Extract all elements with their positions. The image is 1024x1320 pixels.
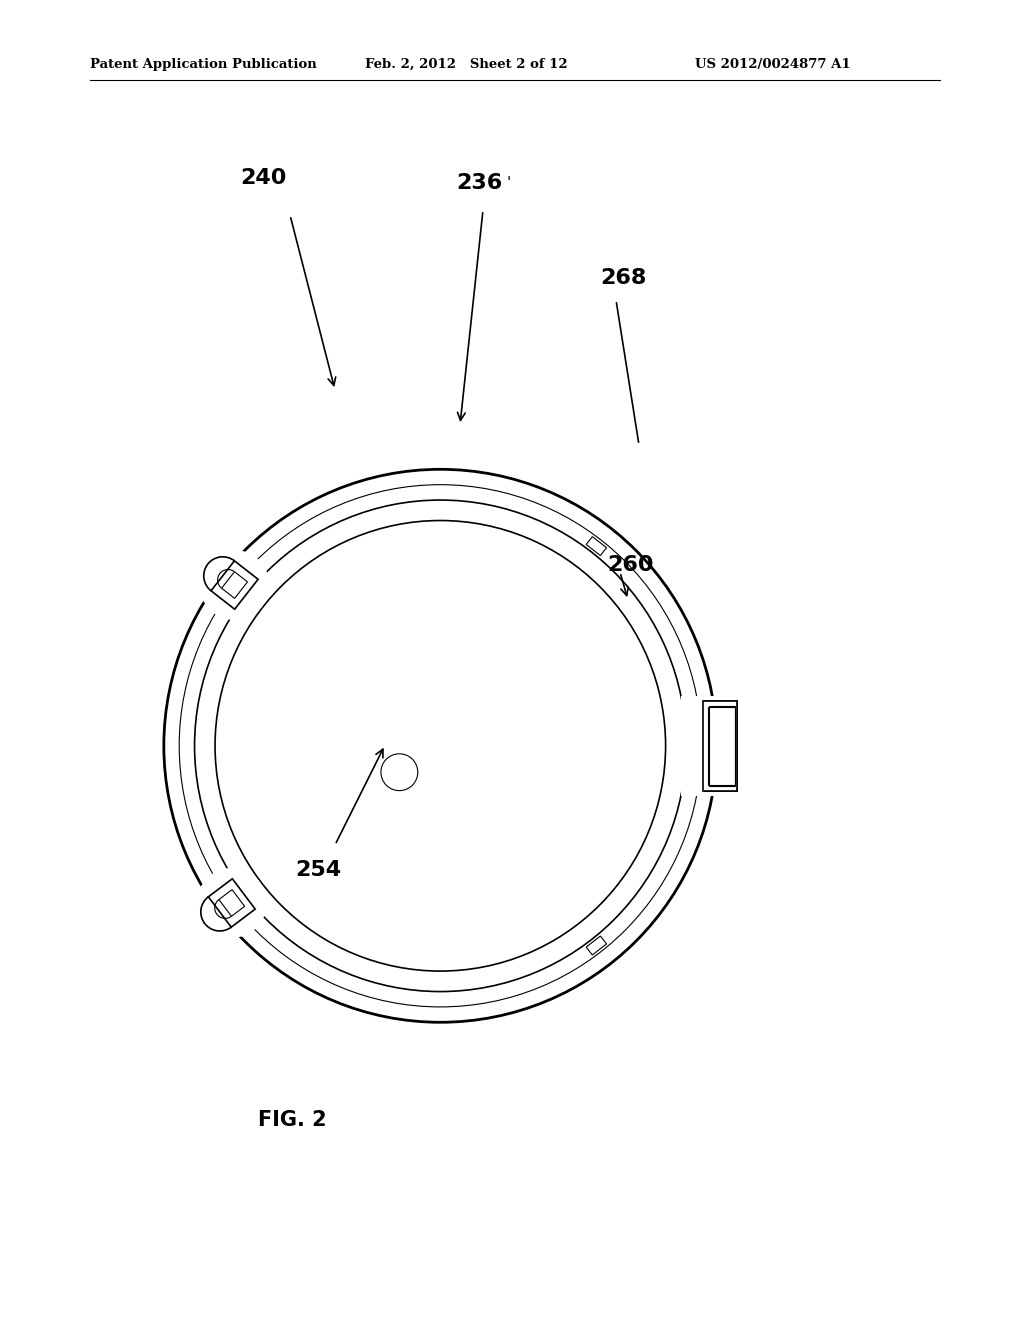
Text: FIG. 2: FIG. 2 xyxy=(258,1110,327,1130)
Polygon shape xyxy=(208,879,255,927)
Text: 268: 268 xyxy=(600,268,646,288)
Bar xyxy=(702,701,737,791)
Text: 236: 236 xyxy=(456,173,502,193)
Text: 260: 260 xyxy=(607,554,653,576)
Polygon shape xyxy=(586,936,606,954)
Text: US 2012/0024877 A1: US 2012/0024877 A1 xyxy=(695,58,851,71)
Text: ': ' xyxy=(507,176,511,190)
Bar xyxy=(705,701,737,791)
Text: 254: 254 xyxy=(295,861,341,880)
Text: Feb. 2, 2012   Sheet 2 of 12: Feb. 2, 2012 Sheet 2 of 12 xyxy=(365,58,567,71)
Text: 240: 240 xyxy=(240,168,287,187)
Text: Patent Application Publication: Patent Application Publication xyxy=(90,58,316,71)
Polygon shape xyxy=(211,561,258,610)
Circle shape xyxy=(200,550,269,620)
Circle shape xyxy=(197,869,267,939)
Bar xyxy=(681,696,746,796)
Polygon shape xyxy=(586,537,606,556)
Circle shape xyxy=(215,520,666,972)
Bar xyxy=(709,706,735,785)
Bar xyxy=(708,706,735,785)
